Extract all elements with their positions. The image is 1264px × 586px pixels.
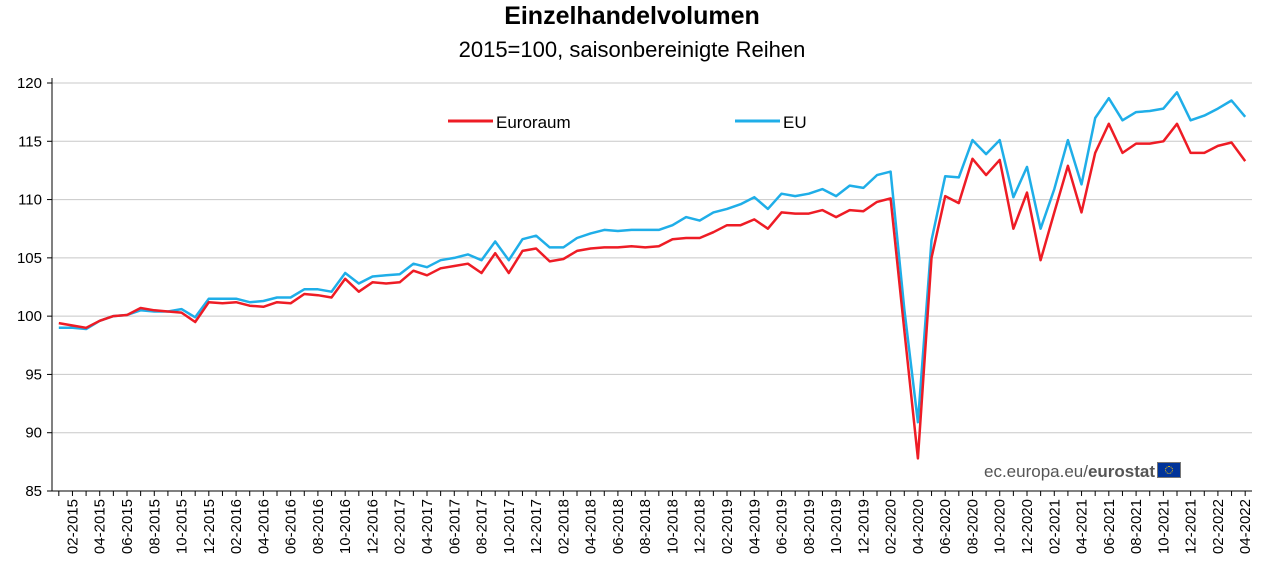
chart-title: Einzelhandelvolumen — [504, 2, 760, 30]
x-tick-label: 02-2016 — [228, 499, 245, 554]
source-brand: eurostat — [1087, 462, 1156, 481]
x-tick-label: 02-2017 — [392, 499, 409, 554]
x-tick-label: 06-2015 — [119, 499, 136, 554]
x-tick-label: 12-2015 — [201, 499, 218, 554]
x-tick-label: 04-2018 — [583, 499, 600, 554]
chart-legend: Euroraum EU — [448, 113, 807, 132]
x-tick-label: 10-2021 — [1155, 499, 1172, 554]
x-tick-label: 10-2017 — [501, 499, 518, 554]
x-tick-label: 02-2018 — [555, 499, 572, 554]
series-line-eu — [58, 91, 1247, 424]
x-tick-label: 04-2021 — [1074, 499, 1091, 554]
y-tick-label: 110 — [18, 192, 42, 209]
y-tick-label: 120 — [17, 75, 42, 92]
y-tick-label: 85 — [25, 483, 42, 500]
x-tick-label: 12-2019 — [855, 499, 872, 554]
x-tick-label: 12-2016 — [364, 499, 381, 554]
y-tick-label: 100 — [17, 308, 42, 325]
series-line-euroraum — [58, 122, 1247, 460]
x-tick-label: 04-2019 — [746, 499, 763, 554]
x-tick-label: 06-2019 — [774, 499, 791, 554]
legend-label-eu: EU — [783, 113, 807, 132]
x-tick-label: 08-2017 — [474, 499, 491, 554]
x-tick-label: 08-2018 — [637, 499, 654, 554]
x-tick-label: 12-2020 — [1019, 499, 1036, 554]
x-tick-label: 06-2016 — [283, 499, 300, 554]
x-tick-label: 08-2020 — [964, 499, 981, 554]
x-tick-label: 08-2016 — [310, 499, 327, 554]
y-tick-label: 115 — [18, 133, 42, 150]
x-tick-label: 06-2018 — [610, 499, 627, 554]
x-tick-label: 02-2020 — [883, 499, 900, 554]
y-tick-label: 95 — [25, 366, 42, 383]
x-tick-label: 02-2019 — [719, 499, 736, 554]
x-tick-label: 02-2021 — [1046, 499, 1063, 554]
chart-subtitle: 2015=100, saisonbereinigte Reihen — [458, 37, 806, 62]
x-tick-label: 04-2016 — [255, 499, 272, 554]
x-tick-label: 06-2017 — [446, 499, 463, 554]
x-tick-label: 02-2022 — [1210, 499, 1227, 554]
legend-label-euroraum: Euroraum — [496, 113, 571, 132]
x-tick-label: 06-2020 — [937, 499, 954, 554]
x-tick-label: 08-2021 — [1128, 499, 1145, 554]
x-tick-label: 04-2015 — [92, 499, 109, 554]
x-tick-label: 10-2015 — [174, 499, 191, 554]
x-tick-label: 10-2016 — [337, 499, 354, 554]
x-tick-label: 08-2015 — [146, 499, 163, 554]
source-site: ec.europa.eu/ — [984, 462, 1088, 481]
x-tick-label: 04-2020 — [910, 499, 927, 554]
x-tick-label: 12-2018 — [692, 499, 709, 554]
x-tick-label: 08-2019 — [801, 499, 818, 554]
x-tick-label: 12-2017 — [528, 499, 545, 554]
x-tick-label: 04-2022 — [1237, 499, 1254, 554]
x-tick-label: 04-2017 — [419, 499, 436, 554]
x-tick-label: 02-2015 — [64, 499, 81, 554]
x-tick-label: 06-2021 — [1101, 499, 1118, 554]
x-tick-label: 10-2019 — [828, 499, 845, 554]
y-tick-label: 105 — [17, 250, 42, 267]
x-tick-label: 10-2020 — [992, 499, 1009, 554]
source-credit: ec.europa.eu/eurostat — [984, 462, 1182, 482]
eu-flag-icon — [1157, 462, 1182, 478]
y-tick-label: 90 — [25, 425, 42, 442]
x-tick-label: 10-2018 — [664, 499, 681, 554]
x-tick-label: 12-2021 — [1183, 499, 1200, 554]
